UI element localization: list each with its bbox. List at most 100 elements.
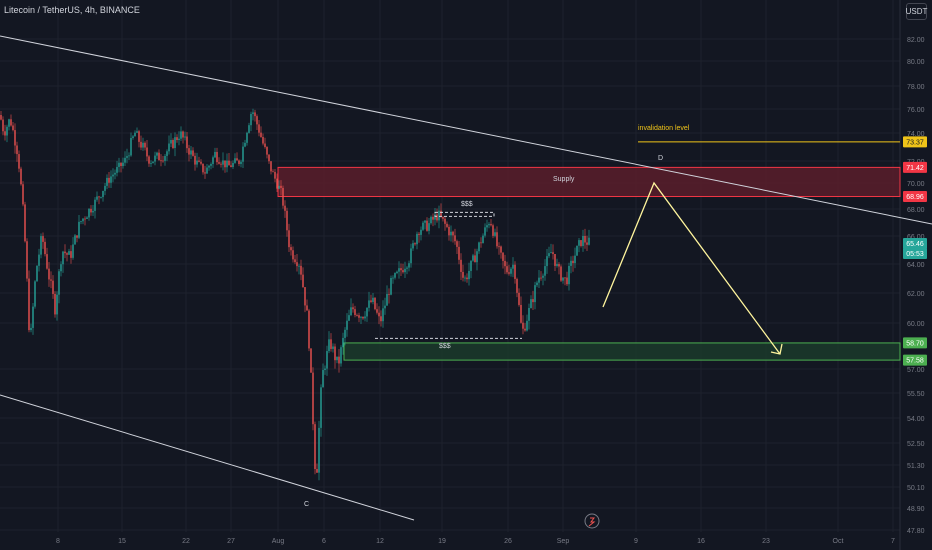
candle-body [428, 223, 430, 231]
candle-body [284, 205, 286, 211]
invalidation-label: invalidation level [638, 125, 690, 132]
candle-body [90, 208, 92, 213]
candle-body [202, 163, 204, 173]
candle-body [410, 248, 412, 264]
candle-body [422, 222, 424, 230]
candle-body [158, 152, 160, 161]
drawings[interactable] [0, 35, 932, 521]
price-tick-label: 68.00 [907, 207, 925, 214]
candle-body [134, 132, 136, 137]
tradingview-logo-icon[interactable] [584, 513, 600, 529]
candle-body [302, 274, 304, 288]
candle-body [540, 277, 542, 279]
candle-body [520, 304, 522, 323]
candle-body [292, 250, 294, 260]
candle-body [426, 220, 428, 231]
candle-body [128, 155, 130, 157]
candle-body [10, 119, 12, 126]
candle-body [36, 265, 38, 282]
currency-button[interactable]: USDT [906, 3, 927, 20]
liquidity-top-box[interactable] [434, 211, 495, 217]
candle-body [28, 278, 30, 331]
time-axis[interactable]: 8 15 22 27 Aug 6 12 19 26 Sep 9 16 23 Oct 7 [56, 538, 895, 545]
symbol-title: Litecoin / TetherUS, 4h, BINANCE [4, 5, 140, 15]
candle-body [364, 316, 366, 319]
candle-body [140, 141, 142, 148]
projection-path[interactable] [602, 181, 781, 355]
candle-body [518, 292, 520, 305]
candle-body [8, 119, 10, 127]
demand-zone[interactable] [343, 342, 901, 361]
candle-body [438, 210, 440, 221]
candle-body [262, 136, 264, 144]
time-tick-label: 19 [438, 538, 446, 545]
candle-body [354, 309, 356, 315]
candle-body [442, 216, 444, 219]
candle-body [314, 424, 316, 469]
candle-body [300, 265, 302, 275]
candle-body [408, 263, 410, 268]
candle-body [256, 116, 258, 125]
candle-body [398, 268, 400, 272]
price-axis[interactable]: 82.0080.0078.0076.0074.0072.0070.0068.00… [907, 37, 925, 535]
candle-body [94, 199, 96, 211]
candle-body [360, 316, 362, 318]
price-tick-label: 78.00 [907, 84, 925, 91]
candle-body [62, 251, 64, 265]
price-tick-label: 82.00 [907, 37, 925, 44]
supply-zone[interactable] [277, 166, 901, 198]
liquidity-top-label: $$$ [461, 201, 473, 208]
price-label-supply-bottom: 68.96 [906, 194, 924, 201]
candle-body [464, 277, 466, 279]
candle-body [280, 185, 282, 188]
candle-body [384, 305, 386, 309]
candle-body [148, 156, 150, 164]
candle-body [172, 139, 174, 149]
candle-body [560, 266, 562, 281]
candle-body [492, 225, 494, 236]
candle-body [14, 130, 16, 146]
price-tick-label: 54.00 [907, 416, 925, 423]
candle-body [472, 255, 474, 261]
candle-body [80, 221, 82, 223]
candle-body [246, 132, 248, 143]
time-tick-label: 22 [182, 538, 190, 545]
candle-body [132, 136, 134, 139]
candle-body [570, 260, 572, 266]
candle-body [506, 266, 508, 273]
candle-body [4, 131, 6, 136]
candle-body [524, 328, 526, 331]
candle-body [554, 254, 556, 266]
candle-body [294, 259, 296, 263]
candle-body [444, 218, 446, 224]
candle-body [30, 327, 32, 331]
channel-upper-line[interactable] [0, 35, 932, 225]
candle-body [160, 160, 162, 162]
candle-body [584, 235, 586, 243]
price-tick-label: 57.00 [907, 367, 925, 374]
candle-body [136, 131, 138, 133]
candle-body [368, 300, 370, 308]
candle-body [0, 115, 2, 120]
candle-body [402, 270, 404, 273]
candle-body [50, 279, 52, 281]
candle-body [362, 316, 364, 319]
candle-body [474, 255, 476, 263]
candle-body [152, 161, 154, 164]
candle-body [82, 218, 84, 222]
candle-body [494, 232, 496, 236]
candle-body [456, 241, 458, 247]
channel-lower-line[interactable] [0, 394, 415, 521]
candle-body [212, 157, 214, 164]
candle-body [124, 157, 126, 163]
candle-body [146, 147, 148, 157]
candle-body [122, 162, 124, 166]
price-label-countdown: 05:53 [906, 251, 924, 258]
candle-body [164, 155, 166, 161]
candle-body [142, 142, 144, 148]
candle-body [232, 162, 234, 168]
price-tick-label: 60.00 [907, 321, 925, 328]
price-label-demand-top: 58.70 [906, 340, 924, 347]
candle-body [70, 251, 72, 258]
